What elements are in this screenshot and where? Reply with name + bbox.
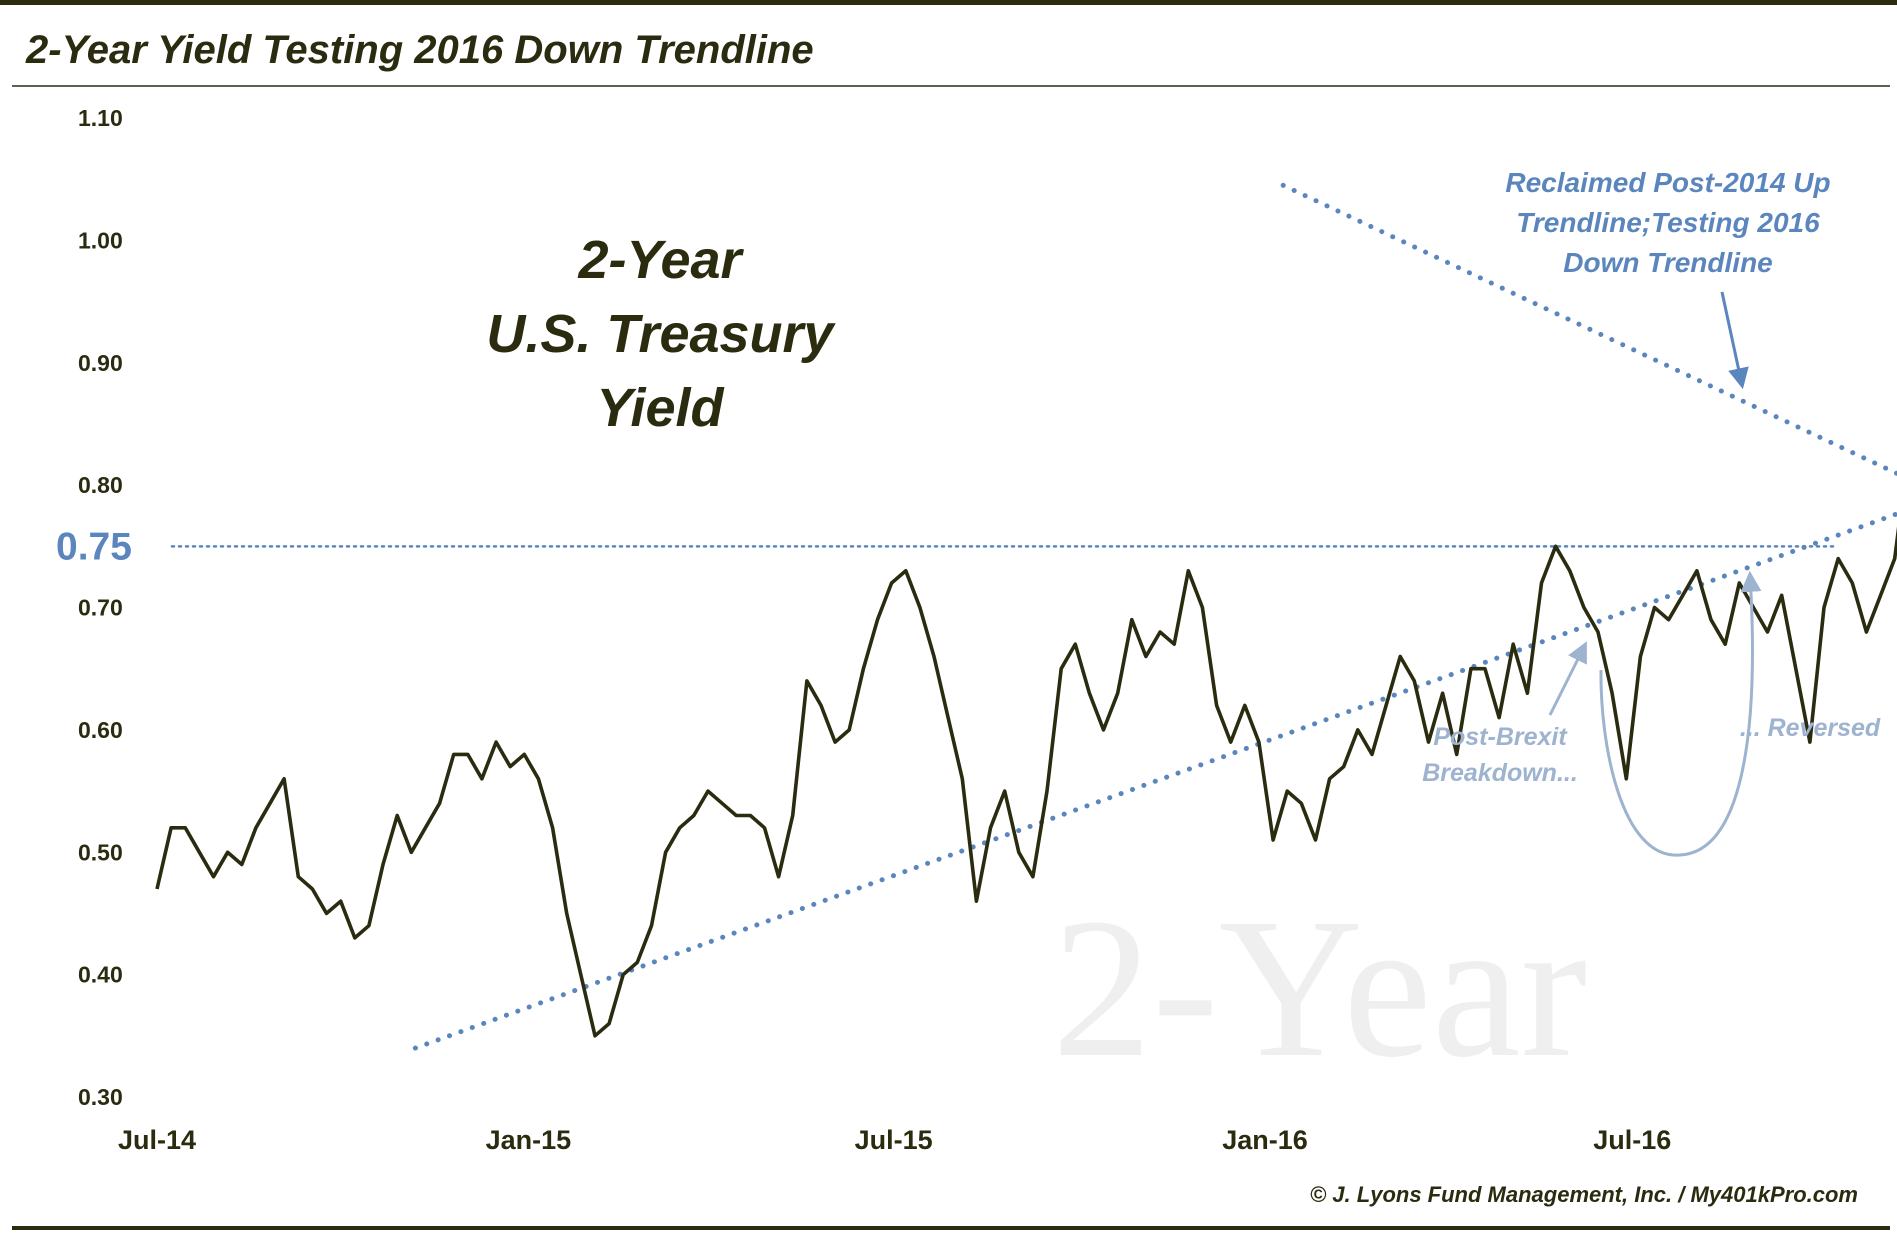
reference-line-label: 0.75 (56, 525, 132, 568)
credit: © J. Lyons Fund Management, Inc. / My401… (1310, 1182, 1858, 1207)
annotation-reclaimed-line-3: Down Trendline (1563, 247, 1773, 278)
annotation-post-brexit-arrow (1548, 641, 1587, 716)
x-tick-label: Jan-15 (486, 1125, 572, 1155)
bottom-rule (12, 1226, 1890, 1230)
annotation-reclaimed-line-2: Trendline;Testing 2016 (1516, 207, 1820, 238)
big-label-line-2: U.S. Treasury (486, 304, 836, 364)
big-label-line-3: Yield (596, 378, 724, 438)
y-tick-label: 0.80 (78, 472, 123, 498)
y-tick-label: 0.40 (78, 962, 123, 988)
big-label-line-1: 2-Year (577, 230, 744, 290)
annotation-reversed-label: ... Reversed (1740, 714, 1881, 742)
y-tick-label: 0.30 (78, 1084, 123, 1110)
x-tick-label: Jul-16 (1593, 1125, 1671, 1155)
x-tick-label: Jul-14 (118, 1125, 196, 1155)
trendlines (412, 182, 1897, 1051)
y-tick-label: 0.70 (78, 595, 123, 621)
big-label: 2-Year U.S. Treasury Yield (486, 230, 836, 438)
annotation-reversal-arrow (1599, 570, 1762, 857)
annotation-reclaimed-line-1: Reclaimed Post-2014 Up (1505, 167, 1830, 198)
y-tick-label: 0.50 (78, 839, 123, 865)
y-tick-label: 0.90 (78, 350, 123, 376)
y-tick-label: 1.10 (78, 105, 123, 131)
y-axis: 1.10 1.00 0.90 0.80 0.70 0.60 0.50 0.40 0.30 (78, 105, 123, 1110)
annotation-post-brexit-line-2: Breakdown... (1422, 759, 1578, 787)
yield-series-line (155, 526, 1897, 1038)
annotation-reversed: ... Reversed (1599, 570, 1881, 857)
top-rule (0, 0, 1897, 5)
annotation-reclaimed-arrow (1720, 291, 1749, 390)
trendline-up (412, 511, 1897, 1051)
y-tick-label: 1.00 (78, 227, 123, 253)
watermark: 2-Year (1052, 878, 1587, 1099)
annotation-reclaimed: Reclaimed Post-2014 Up Trendline;Testing… (1505, 167, 1831, 390)
x-tick-label: Jul-15 (855, 1125, 933, 1155)
y-tick-label: 0.60 (78, 717, 123, 743)
page-title: 2-Year Yield Testing 2016 Down Trendline (25, 28, 814, 72)
x-tick-label: Jan-16 (1222, 1125, 1308, 1155)
annotation-post-brexit: Post-Brexit Breakdown... (1422, 641, 1587, 787)
x-axis: Jul-14 Jan-15 Jul-15 Jan-16 Jul-16 (118, 1125, 1671, 1155)
annotation-post-brexit-line-1: Post-Brexit (1433, 723, 1568, 751)
